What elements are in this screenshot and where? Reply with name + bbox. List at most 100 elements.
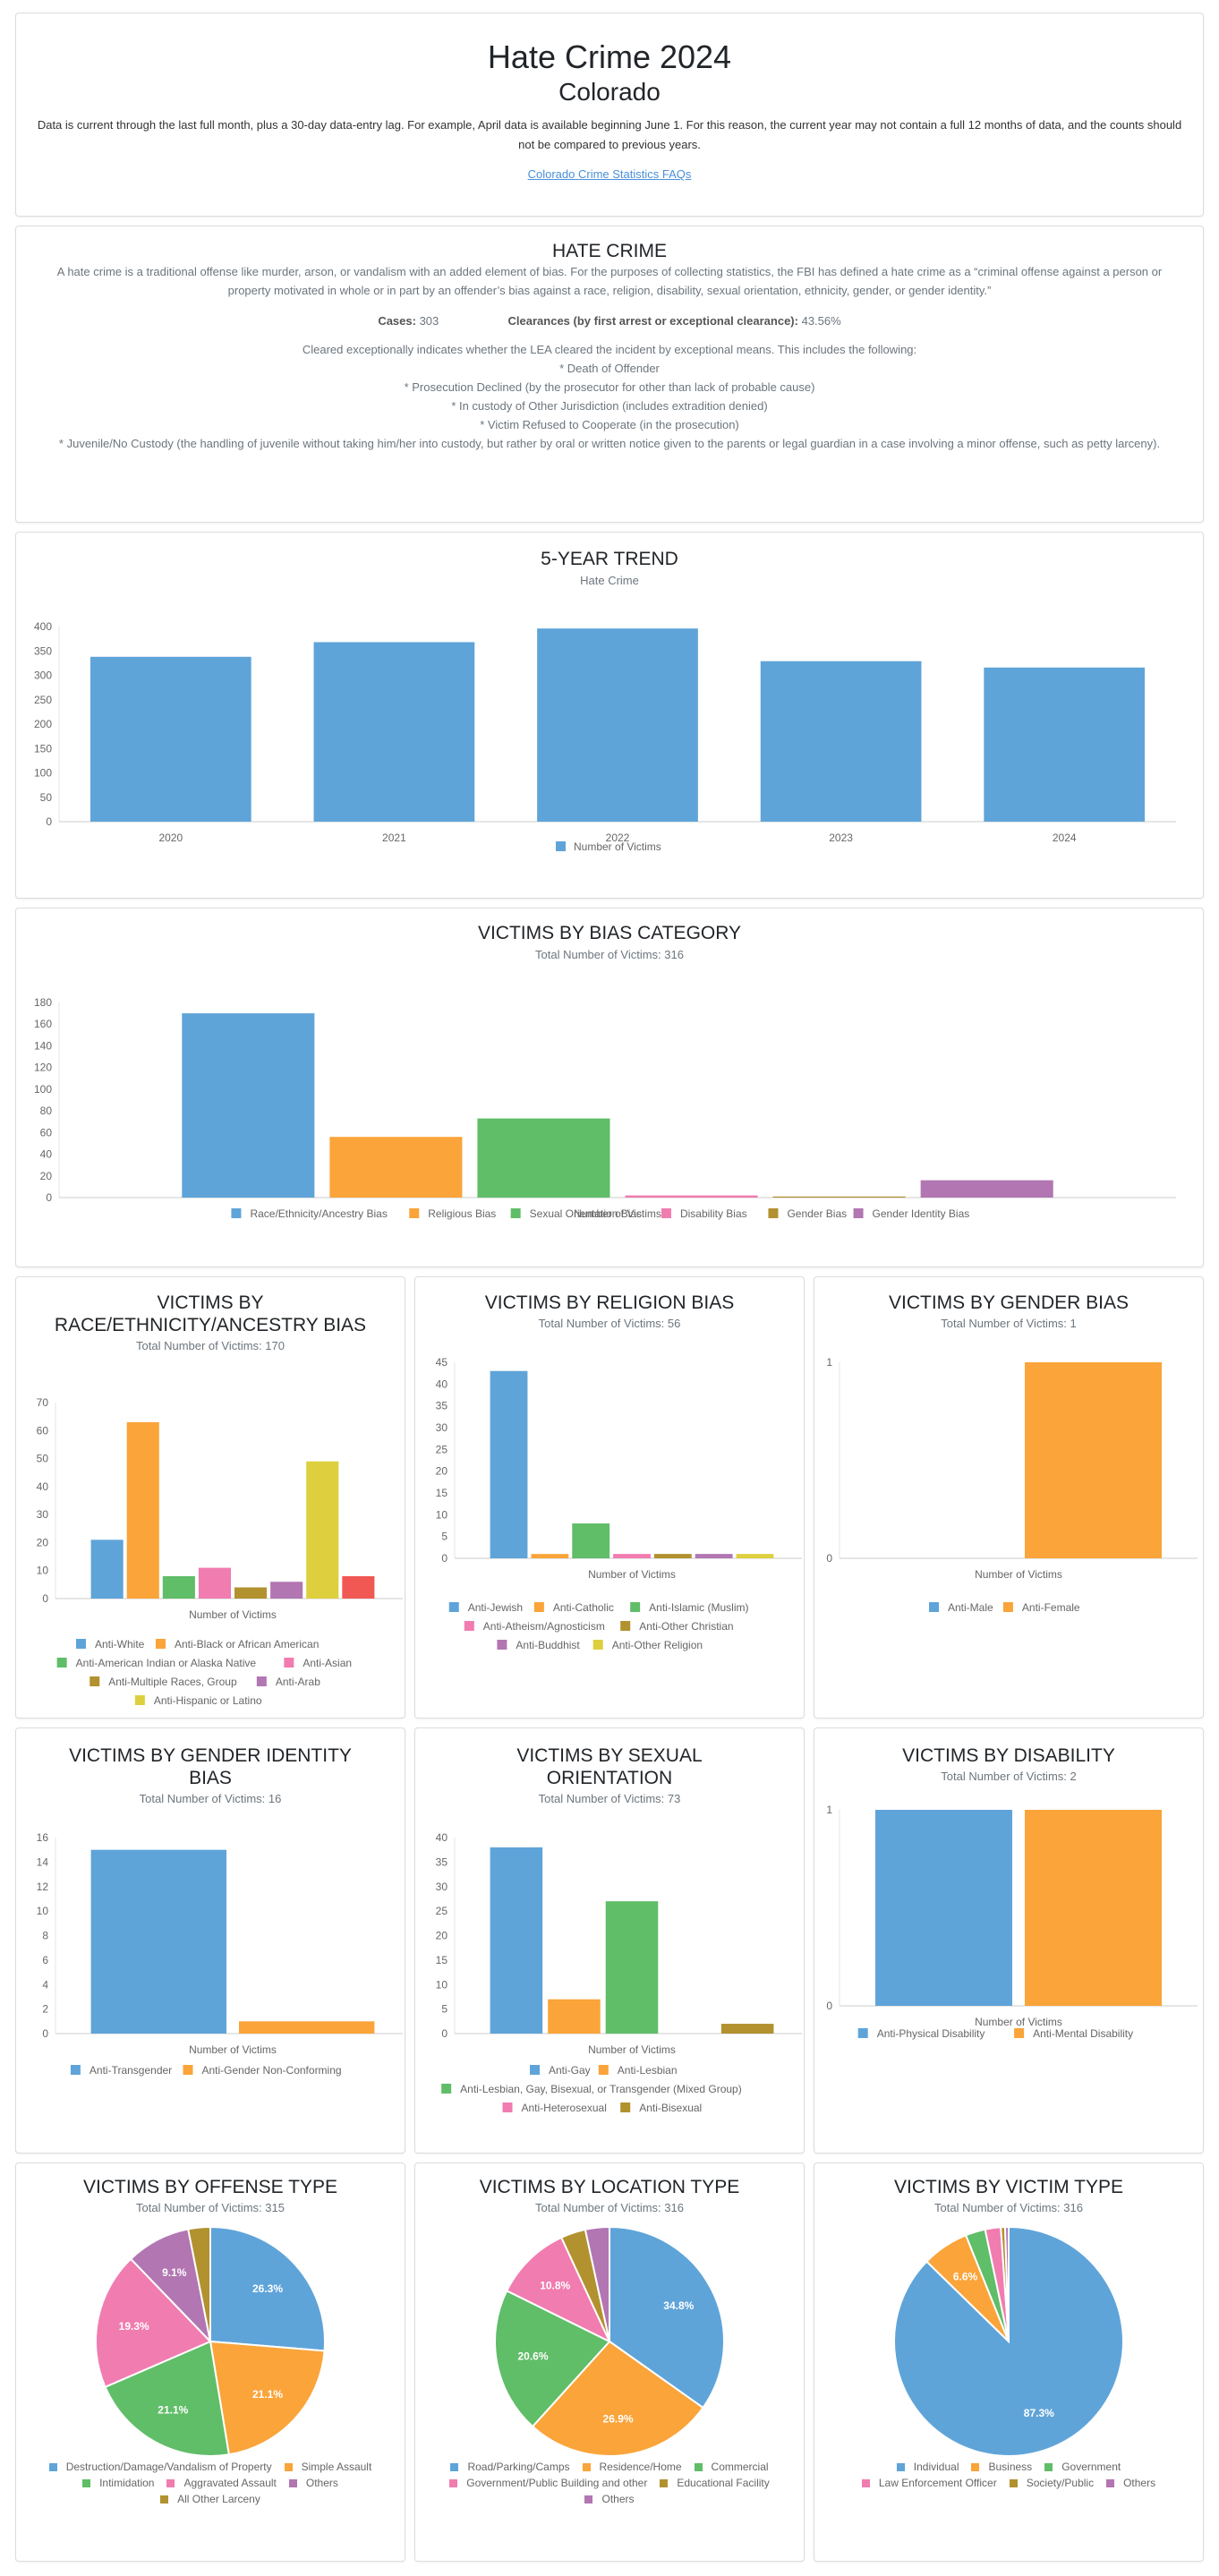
legend-item-business[interactable]: Business xyxy=(971,2461,1032,2473)
legend-item-anti-heterosexual[interactable]: Anti-Heterosexual xyxy=(502,2102,607,2114)
legend-item-anti-other-religion[interactable]: Anti-Other Religion xyxy=(592,1639,703,1651)
bar-2022[interactable] xyxy=(537,628,698,822)
legend-item-anti-islamic-muslim[interactable]: Anti-Islamic (Muslim) xyxy=(630,1601,748,1614)
legend-item-aggravated-assault[interactable]: Aggravated Assault xyxy=(166,2477,277,2489)
bar-anti-catholic[interactable] xyxy=(531,1554,569,1558)
legend-item-anti-hispanic-or-latino[interactable]: Anti-Hispanic or Latino xyxy=(134,1694,262,1707)
legend-item-intimidation[interactable]: Intimidation xyxy=(82,2477,154,2489)
bar-2024[interactable] xyxy=(984,667,1146,822)
legend-item-law-enforcement-officer[interactable]: Law Enforcement Officer xyxy=(861,2477,997,2489)
bar-anti-atheism-agnosticism[interactable] xyxy=(613,1554,651,1558)
bar-2021[interactable] xyxy=(313,642,475,822)
legend-item-all-other-larceny[interactable]: All Other Larceny xyxy=(160,2493,260,2505)
bar-gender-identity-bias[interactable] xyxy=(920,1180,1053,1198)
legend-item-gender-bias[interactable]: Gender Bias xyxy=(768,1207,847,1220)
bar-anti-jewish[interactable] xyxy=(490,1370,528,1558)
bar-anti-islamic-muslim[interactable] xyxy=(572,1523,610,1558)
legend-item-anti-arab[interactable]: Anti-Arab xyxy=(256,1676,320,1688)
slice-government-public-building-and-other[interactable] xyxy=(505,2236,612,2344)
bar-anti-arab[interactable] xyxy=(270,1582,303,1599)
slice-simple-assault[interactable] xyxy=(209,2340,326,2456)
legend-item-government-public-building-and-other[interactable]: Government/Public Building and other xyxy=(449,2477,647,2489)
legend-item-others[interactable]: Others xyxy=(584,2493,635,2505)
legend-item-anti-jewish[interactable]: Anti-Jewish xyxy=(448,1601,523,1614)
slice-commercial[interactable] xyxy=(494,2289,611,2428)
legend-item-anti-gender-non-conforming[interactable]: Anti-Gender Non-Conforming xyxy=(183,2064,342,2077)
bar-anti-black-or-african-american[interactable] xyxy=(126,1421,159,1599)
bar-religious-bias[interactable] xyxy=(329,1137,463,1198)
bar-anti-asian[interactable] xyxy=(198,1567,231,1599)
slice-aggravated-assault[interactable] xyxy=(95,2257,212,2389)
legend-item-anti-white[interactable]: Anti-White xyxy=(76,1638,145,1651)
bar-race-ethnicity-ancestry-bias[interactable] xyxy=(182,1013,315,1198)
slice-residence-home[interactable] xyxy=(531,2340,704,2457)
legend-item-anti-american-indian-or-alaska-native[interactable]: Anti-American Indian or Alaska Native xyxy=(56,1657,257,1669)
bar-anti-lesbian-gay-bisexual-or-transgender-mixed-group[interactable] xyxy=(605,1901,659,2034)
legend-item-anti-atheism-agnosticism[interactable]: Anti-Atheism/Agnosticism xyxy=(464,1620,605,1633)
legend-item-anti-multiple-races-group[interactable]: Anti-Multiple Races, Group xyxy=(90,1676,237,1688)
bar-2023[interactable] xyxy=(760,661,922,822)
legend-item-sexual-orientation-bias[interactable]: Sexual Orientation Bias xyxy=(510,1207,642,1220)
legend-item-religious-bias[interactable]: Religious Bias xyxy=(409,1207,496,1220)
legend-item-disability-bias[interactable]: Disability Bias xyxy=(661,1207,747,1220)
legend-item-race-ethnicity-ancestry-bias[interactable]: Race/Ethnicity/Ancestry Bias xyxy=(231,1207,388,1220)
slice-label: 34.8% xyxy=(663,2299,694,2312)
slice-others[interactable] xyxy=(1003,2225,1010,2342)
legend-item-anti-male[interactable]: Anti-Male xyxy=(929,1601,993,1614)
bar-anti-transgender[interactable] xyxy=(90,1849,226,2034)
bar-anti-mental-disability[interactable] xyxy=(1025,1810,1162,2006)
legend-item-society-public[interactable]: Society/Public xyxy=(1009,2477,1094,2489)
bar-sexual-orientation-bias[interactable] xyxy=(477,1118,610,1198)
faq-link[interactable]: Colorado Crime Statistics FAQs xyxy=(527,167,692,181)
bar-anti-gender-non-conforming[interactable] xyxy=(239,2021,375,2034)
legend-item-anti-black-or-african-american[interactable]: Anti-Black or African American xyxy=(156,1638,319,1651)
legend-item-anti-lesbian[interactable]: Anti-Lesbian xyxy=(598,2064,678,2077)
legend-item-destruction-damage-vandalism-of-property[interactable]: Destruction/Damage/Vandalism of Property xyxy=(48,2461,272,2473)
bar-anti-gay[interactable] xyxy=(490,1847,543,2034)
bar-anti-other-race-ethnicity-ancestry[interactable] xyxy=(342,1575,375,1599)
bar-anti-hispanic-or-latino[interactable] xyxy=(306,1461,339,1599)
legend-item-anti-transgender[interactable]: Anti-Transgender xyxy=(70,2064,172,2077)
bar-anti-bisexual[interactable] xyxy=(720,2024,774,2034)
legend-item-road-parking-camps[interactable]: Road/Parking/Camps xyxy=(450,2461,570,2473)
slice-road-parking-camps[interactable] xyxy=(609,2225,725,2410)
legend-item-government[interactable]: Government xyxy=(1044,2461,1121,2473)
bar-disability-bias[interactable] xyxy=(625,1195,758,1198)
legend-item-anti-other-christian[interactable]: Anti-Other Christian xyxy=(620,1620,734,1633)
legend-item-individual[interactable]: Individual xyxy=(896,2461,959,2473)
y-tick-label: 400 xyxy=(34,620,52,633)
legend-item-anti-physical-disability[interactable]: Anti-Physical Disability xyxy=(857,2027,985,2040)
bar-anti-other-religion[interactable] xyxy=(736,1554,774,1558)
legend-item-anti-catholic[interactable]: Anti-Catholic xyxy=(533,1601,614,1614)
bar-anti-female[interactable] xyxy=(1025,1362,1162,1558)
slice-others[interactable] xyxy=(584,2225,610,2342)
legend-item-number-of-victims[interactable]: Number of Victims xyxy=(556,840,661,853)
legend-item-anti-asian[interactable]: Anti-Asian xyxy=(284,1657,352,1669)
bar-anti-multiple-races-group[interactable] xyxy=(234,1587,268,1599)
bar-anti-buddhist[interactable] xyxy=(695,1554,733,1558)
legend-item-commercial[interactable]: Commercial xyxy=(694,2461,769,2473)
legend-item-simple-assault[interactable]: Simple Assault xyxy=(284,2461,371,2473)
bar-2020[interactable] xyxy=(90,656,251,822)
legend-item-others[interactable]: Others xyxy=(1106,2477,1155,2489)
legend-item-anti-bisexual[interactable]: Anti-Bisexual xyxy=(620,2102,702,2114)
legend-item-gender-identity-bias[interactable]: Gender Identity Bias xyxy=(853,1207,970,1220)
slice-intimidation[interactable] xyxy=(104,2340,230,2457)
bar-anti-other-christian[interactable] xyxy=(653,1554,692,1558)
bar-anti-lesbian[interactable] xyxy=(548,1999,601,2034)
legend-item-residence-home[interactable]: Residence/Home xyxy=(582,2461,682,2473)
legend-item-anti-gay[interactable]: Anti-Gay xyxy=(530,2064,591,2077)
legend-item-anti-female[interactable]: Anti-Female xyxy=(1002,1601,1080,1614)
legend-item-anti-mental-disability[interactable]: Anti-Mental Disability xyxy=(1014,2027,1133,2040)
bar-anti-american-indian-or-alaska-native[interactable] xyxy=(162,1575,195,1599)
legend-item-anti-lesbian-gay-bisexual-or-transgender-mixed-group[interactable]: Anti-Lesbian, Gay, Bisexual, or Transgen… xyxy=(441,2083,742,2095)
bar-anti-physical-disability[interactable] xyxy=(875,1810,1012,2006)
bar-anti-white[interactable] xyxy=(90,1540,124,1599)
legend-item-educational-facility[interactable]: Educational Facility xyxy=(660,2477,770,2489)
legend-item-others[interactable]: Others xyxy=(288,2477,338,2489)
legend-swatch xyxy=(441,2084,452,2094)
legend-item-anti-buddhist[interactable]: Anti-Buddhist xyxy=(497,1639,580,1651)
slice-all-other-larceny[interactable] xyxy=(187,2225,211,2342)
bar-gender-bias[interactable] xyxy=(772,1196,906,1198)
slice-destruction-damage-vandalism-of-property[interactable] xyxy=(209,2225,326,2352)
